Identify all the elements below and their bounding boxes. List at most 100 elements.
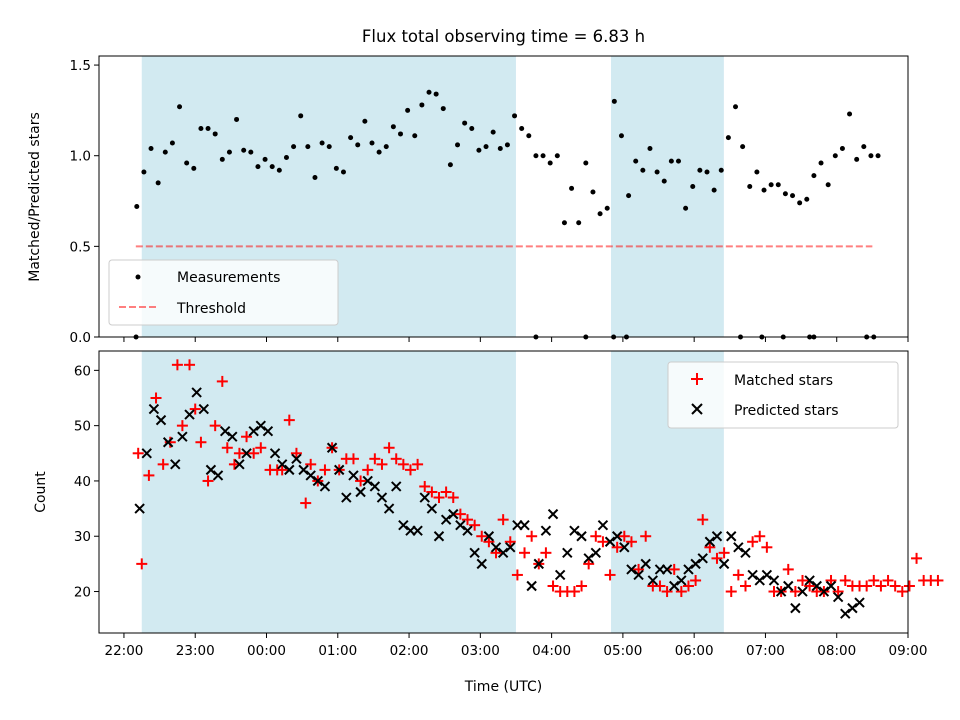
predicted-star-point — [790, 602, 801, 614]
measurement-point — [633, 158, 639, 164]
predicted-star-point — [369, 481, 381, 492]
y-tick-label: 20 — [74, 585, 91, 601]
y-tick-label: 1.5 — [70, 58, 91, 74]
matched-star-point — [412, 458, 424, 470]
x-tick-label: 06:00 — [675, 643, 714, 659]
matched-star-point — [419, 480, 431, 492]
measurement-point — [618, 133, 624, 139]
x-tick-label: 22:00 — [104, 643, 143, 659]
matched-star-point — [362, 464, 374, 476]
matched-star-point — [747, 536, 759, 548]
y-tick-label: 0.0 — [70, 330, 91, 346]
matched-star-point — [633, 563, 645, 575]
x-tick-label: 02:00 — [390, 643, 429, 659]
measurement-point — [333, 165, 339, 171]
predicted-star-point — [341, 492, 352, 503]
matched-star-point — [868, 574, 880, 586]
top-panel: 0.0 0.5 1.0 1.5 Matched/Predicted stars Mea… — [27, 55, 909, 346]
predicted-star-point — [676, 575, 687, 586]
predicted-star-point — [704, 536, 716, 547]
x-tick-label: 09:00 — [889, 643, 928, 659]
predicted-star-point — [761, 569, 773, 581]
matched-star-point — [319, 464, 331, 476]
measurement-point — [611, 98, 617, 104]
x-tick-label: 00:00 — [247, 643, 286, 659]
y-tick-label: 50 — [74, 419, 91, 435]
bottom-shaded-intervals — [141, 351, 724, 633]
top-y-axis-ticks: 0.0 0.5 1.0 1.5 — [70, 58, 99, 346]
predicted-star-point — [134, 503, 145, 514]
measurement-point — [198, 126, 204, 132]
matched-star-point — [804, 580, 816, 592]
x-tick-label: 03:00 — [461, 643, 500, 659]
matched-star-point — [132, 447, 144, 459]
matched-star-point — [611, 541, 623, 553]
matched-star-point — [276, 464, 288, 476]
measurement-point — [661, 178, 667, 184]
predicted-star-point — [319, 481, 331, 492]
predicted-star-point — [754, 575, 765, 586]
matched-star-point — [654, 580, 666, 592]
measurement-point — [376, 149, 382, 155]
measurement-point — [383, 144, 389, 150]
measurement-point — [854, 156, 860, 162]
matched-star-point — [447, 492, 459, 504]
measurement-point — [440, 106, 446, 112]
predicted-star-point — [162, 437, 174, 448]
predicted-star-point — [854, 597, 865, 608]
matched-star-point — [376, 458, 388, 470]
y-tick-label: 1.0 — [70, 149, 91, 165]
matched-star-point — [861, 580, 873, 592]
matched-star-point — [704, 541, 716, 553]
matched-star-point — [625, 536, 637, 548]
measurement-point — [626, 193, 632, 199]
matched-star-point — [221, 442, 233, 454]
matched-star-point — [390, 453, 402, 465]
measurement-point — [512, 113, 518, 119]
matched-star-point — [697, 514, 709, 526]
predicted-star-point — [726, 531, 737, 542]
matched-star-point — [233, 447, 245, 459]
bottom-panel: 20 30 40 50 60 22:00 23:00 00:00 01:00 02:00 03:0… — [33, 350, 944, 695]
top-x-axis-ticks — [123, 337, 909, 342]
measurement-point — [398, 131, 404, 137]
predicted-star-point — [262, 425, 274, 437]
predicted-star-point — [718, 558, 730, 570]
matched-star-point — [157, 458, 169, 470]
predicted-star-point — [476, 558, 487, 570]
predicted-star-point — [619, 542, 630, 553]
measurement-point — [875, 153, 881, 159]
measurement-point — [483, 144, 489, 150]
measurement-point — [455, 142, 461, 148]
matched-star-point — [511, 569, 523, 581]
matched-star-point — [404, 464, 416, 476]
x-tick-label: 04:00 — [532, 643, 571, 659]
predicted-star-point — [669, 580, 680, 592]
matched-star-point — [889, 580, 901, 592]
predicted-star-point — [811, 580, 822, 592]
measurement-point — [141, 169, 147, 175]
legend-label-matched: Matched stars — [734, 373, 833, 389]
matched-star-point — [290, 447, 302, 459]
measurement-point — [519, 126, 525, 132]
matched-star-point — [216, 375, 228, 387]
predicted-star-point — [284, 464, 295, 476]
matched-star-point — [241, 431, 253, 443]
measurement-point — [476, 147, 482, 153]
x-tick-label: 05:00 — [603, 643, 642, 659]
measurement-point — [298, 113, 304, 119]
measurements-points-layer — [133, 89, 881, 340]
predicted-star-point — [448, 508, 459, 520]
matched-star-point — [604, 569, 616, 581]
predicted-star-point — [170, 459, 181, 470]
matched-star-point — [661, 586, 673, 598]
matched-star-point — [797, 574, 809, 586]
predicted-star-point — [155, 414, 167, 426]
measurement-point — [362, 118, 368, 124]
shaded-interval — [141, 351, 516, 633]
matched-star-point — [347, 453, 359, 465]
x-tick-label: 08:00 — [817, 643, 856, 659]
predicted-star-point — [505, 542, 516, 553]
predicted-star-point — [697, 553, 708, 564]
predicted-star-point — [326, 442, 338, 453]
